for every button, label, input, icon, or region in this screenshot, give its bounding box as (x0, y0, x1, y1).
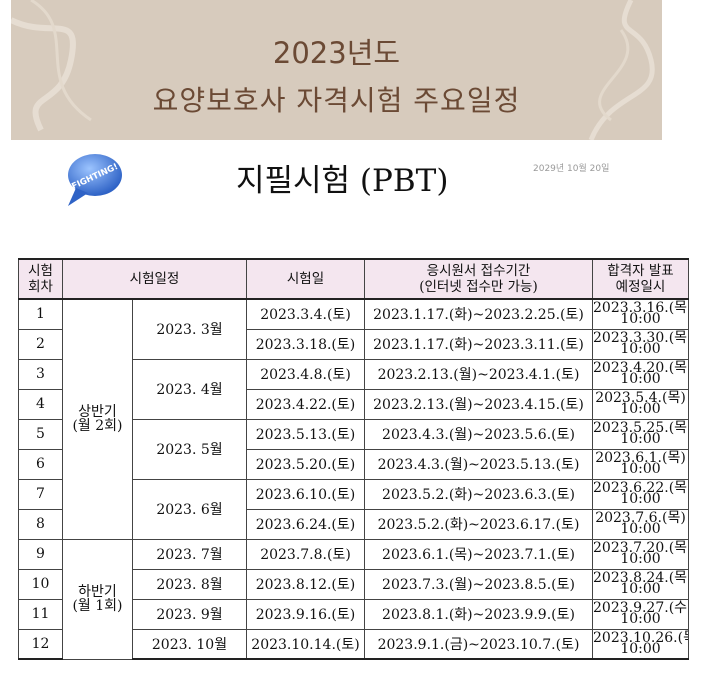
table-row: 1 상반기 (월 2회) 2023. 3월 2023.3.4.(토) 2023.… (18, 298, 689, 540)
application-cell: 2023.4.3.(월)~2023.5.13.(토) (364, 448, 593, 480)
half-cell-second: 하반기 (월 1회) (62, 538, 133, 660)
result-cell: 2023.4.20.(목) 10:00 (592, 358, 689, 390)
exam-date-cell: 2023.4.22.(토) (246, 388, 365, 420)
exam-date-cell: 2023.6.24.(토) (246, 508, 365, 540)
round-cell: 11 (18, 598, 63, 630)
table-row: 10 2023. 8월 2023.8.12.(토) 2023.7.3.(월)~2… (18, 568, 689, 600)
exam-date-cell: 2023.3.4.(토) (246, 298, 365, 330)
exam-date-cell: 2023.5.20.(토) (246, 448, 365, 480)
exam-date-cell: 2023.4.8.(토) (246, 358, 365, 390)
application-cell: 2023.8.1.(화)~2023.9.9.(토) (364, 598, 593, 630)
month-cell: 2023. 8월 (132, 568, 247, 600)
application-cell: 2023.2.13.(월)~2023.4.15.(토) (364, 388, 593, 420)
result-cell: 2023.7.20.(목) 10:00 (592, 538, 689, 570)
round-cell: 7 (18, 478, 63, 510)
date-note: 2029년 10월 20일 (533, 164, 610, 174)
table-row: 8 2023.6.24.(토) 2023.5.2.(화)~2023.6.17.(… (18, 508, 689, 540)
exam-schedule-table: 시험 회차 시험일정 시험일 응시원서 접수기간 (인터넷 접수만 가능) 합격… (18, 258, 689, 660)
month-cell: 2023. 5월 (132, 418, 247, 480)
round-cell: 5 (18, 418, 63, 450)
result-cell: 2023.6.1.(목) 10:00 (592, 448, 689, 480)
exam-date-cell: 2023.9.16.(토) (246, 598, 365, 630)
result-cell: 2023.3.30.(목) 10:00 (592, 328, 689, 360)
header-result: 합격자 발표 예정일시 (592, 258, 689, 300)
table-row: 5 2023. 5월 2023.5.13.(토) 2023.4.3.(월)~20… (18, 418, 689, 480)
application-cell: 2023.2.13.(월)~2023.4.1.(토) (364, 358, 593, 390)
header-schedule: 시험일정 (62, 258, 247, 300)
application-cell: 2023.1.17.(화)~2023.2.25.(토) (364, 298, 593, 330)
exam-date-cell: 2023.10.14.(토) (246, 628, 365, 660)
application-cell: 2023.1.17.(화)~2023.3.11.(토) (364, 328, 593, 360)
round-cell: 4 (18, 388, 63, 420)
round-cell: 9 (18, 538, 63, 570)
exam-date-cell: 2023.7.8.(토) (246, 538, 365, 570)
month-cell: 2023. 6월 (132, 478, 247, 540)
round-cell: 12 (18, 628, 63, 660)
result-cell: 2023.7.6.(목) 10:00 (592, 508, 689, 540)
round-cell: 8 (18, 508, 63, 540)
month-cell: 2023. 4월 (132, 358, 247, 420)
page-subtitle: 지필시험 (PBT) (236, 163, 449, 199)
application-cell: 2023.5.2.(화)~2023.6.3.(토) (364, 478, 593, 510)
month-cell: 2023. 10월 (132, 628, 247, 660)
application-cell: 2023.6.1.(목)~2023.7.1.(토) (364, 538, 593, 570)
exam-date-cell: 2023.6.10.(토) (246, 478, 365, 510)
speech-bubble-icon: FIGHTING! (68, 154, 122, 206)
result-cell: 2023.8.24.(목) 10:00 (592, 568, 689, 600)
round-cell: 2 (18, 328, 63, 360)
round-cell: 1 (18, 298, 63, 330)
month-cell: 2023. 9월 (132, 598, 247, 630)
swirl-decoration-icon (11, 0, 655, 140)
result-cell: 2023.6.22.(목) 10:00 (592, 478, 689, 510)
header-round: 시험 회차 (18, 258, 63, 300)
header-year: 2023년도 (272, 36, 401, 70)
header-application: 응시원서 접수기간 (인터넷 접수만 가능) (364, 258, 593, 300)
result-cell: 2023.10.26.(목)10:00 (592, 628, 689, 660)
exam-date-cell: 2023.8.12.(토) (246, 568, 365, 600)
half-cell-first: 상반기 (월 2회) (62, 298, 133, 540)
month-cell: 2023. 7월 (132, 538, 247, 570)
round-cell: 3 (18, 358, 63, 390)
application-cell: 2023.7.3.(월)~2023.8.5.(토) (364, 568, 593, 600)
table-row: 12 2023. 10월 2023.10.14.(토) 2023.9.1.(금)… (18, 628, 689, 660)
table-row: 11 2023. 9월 2023.9.16.(토) 2023.8.1.(화)~2… (18, 598, 689, 630)
exam-date-cell: 2023.5.13.(토) (246, 418, 365, 450)
table-row: 6 2023.5.20.(토) 2023.4.3.(월)~2023.5.13.(… (18, 448, 689, 480)
header-exam-date: 시험일 (246, 258, 365, 300)
round-cell: 10 (18, 568, 63, 600)
table-header-row: 시험 회차 시험일정 시험일 응시원서 접수기간 (인터넷 접수만 가능) 합격… (18, 258, 689, 300)
exam-date-cell: 2023.3.18.(토) (246, 328, 365, 360)
result-cell: 2023.5.4.(목) 10:00 (592, 388, 689, 420)
table-row: 2 2023.3.18.(토) 2023.1.17.(화)~2023.3.11.… (18, 328, 689, 360)
application-cell: 2023.9.1.(금)~2023.10.7.(토) (364, 628, 593, 660)
application-cell: 2023.4.3.(월)~2023.5.6.(토) (364, 418, 593, 450)
result-cell: 2023.9.27.(수) 10:00 (592, 598, 689, 630)
result-cell: 2023.5.25.(목) 10:00 (592, 418, 689, 450)
month-cell: 2023. 3월 (132, 298, 247, 360)
result-cell: 2023.3.16.(목) 10:00 (592, 298, 689, 330)
table-row: 9 하반기 (월 1회) 2023. 7월 2023.7.8.(토) 2023.… (18, 538, 689, 660)
header-banner: 2023년도 요양보호사 자격시험 주요일정 (11, 0, 662, 140)
application-cell: 2023.5.2.(화)~2023.6.17.(토) (364, 508, 593, 540)
round-cell: 6 (18, 448, 63, 480)
header-title: 요양보호사 자격시험 주요일정 (152, 84, 521, 117)
table-row: 4 2023.4.22.(토) 2023.2.13.(월)~2023.4.15.… (18, 388, 689, 420)
